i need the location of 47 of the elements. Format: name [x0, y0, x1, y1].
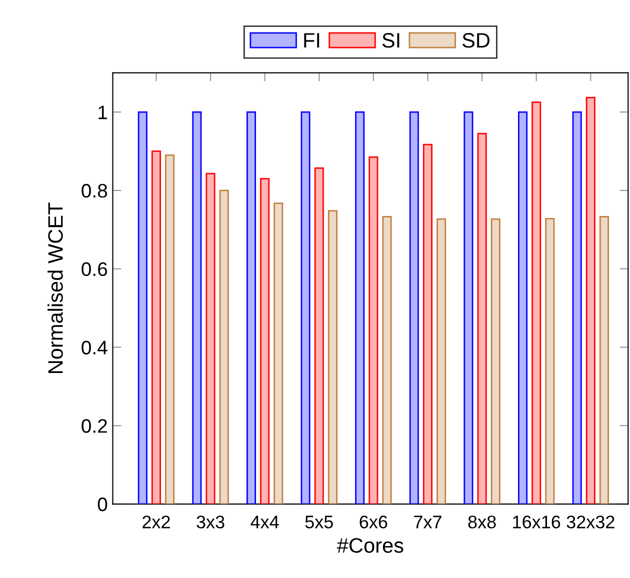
x-tick-label: 3x3	[196, 516, 224, 528]
x-tick-label: 8x8	[468, 516, 496, 528]
bar	[572, 111, 582, 504]
bar	[165, 154, 175, 504]
bar	[368, 156, 378, 504]
bar	[477, 132, 487, 504]
bar	[355, 111, 365, 504]
bar	[518, 111, 528, 504]
bar	[151, 150, 161, 504]
bar	[586, 96, 596, 504]
bar	[409, 111, 419, 504]
bar	[490, 218, 500, 504]
legend-label: SI	[382, 32, 400, 48]
bar	[328, 210, 338, 504]
x-tick-label: 32x32	[566, 516, 614, 528]
y-tick-label: 1	[98, 106, 107, 120]
legend-label: FI	[304, 33, 320, 48]
bar	[464, 111, 474, 504]
bar	[300, 111, 310, 504]
y-tick-label: 0.4	[82, 340, 108, 354]
bar	[422, 144, 432, 504]
y-tick-label: 0.8	[82, 184, 108, 198]
bar	[436, 218, 446, 504]
x-tick-label: 2x2	[142, 516, 170, 528]
bar	[192, 111, 202, 504]
x-tick-label: 4x4	[250, 516, 279, 528]
bar	[545, 218, 555, 504]
y-tick-label: 0.6	[82, 262, 108, 276]
y-tick-label: 0.2	[82, 419, 107, 433]
y-tick-label: 0	[98, 497, 108, 512]
bar	[138, 111, 148, 504]
x-tick-label: 16x16	[513, 516, 560, 528]
x-tick-label: 6x6	[360, 516, 388, 528]
y-axis-title: Normalised WCET	[48, 202, 63, 373]
bar	[599, 216, 609, 504]
bar	[206, 172, 216, 504]
bar	[219, 190, 229, 504]
bar	[382, 216, 392, 504]
bar	[532, 102, 542, 504]
legend-label: SD	[462, 32, 490, 48]
bar	[260, 178, 270, 504]
bar	[314, 167, 324, 504]
bar	[274, 202, 284, 504]
bar	[246, 111, 256, 504]
x-tick-label: 7x7	[414, 516, 442, 528]
x-axis-title: #Cores	[336, 538, 404, 553]
x-tick-label: 5x5	[305, 516, 333, 528]
